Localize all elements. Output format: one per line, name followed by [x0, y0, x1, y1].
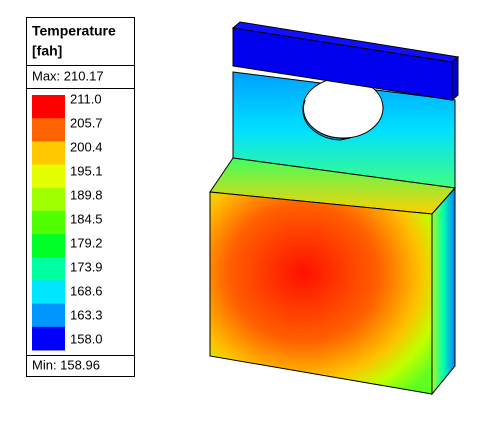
level-label: 205.7 — [70, 115, 103, 130]
level-label: 163.3 — [70, 307, 103, 322]
legend-title: Temperature — [32, 23, 116, 39]
color-bar: 211.0 205.7 200.4 195.1 189.8 184.5 179.2 173.9… — [32, 91, 103, 351]
level-label: 158.0 — [70, 331, 103, 346]
color-band — [32, 234, 65, 258]
color-band — [32, 303, 65, 328]
level-label: 168.6 — [70, 283, 103, 298]
legend: Temperature [fah] Max: 210.17 211.0 205.7… — [26, 17, 135, 377]
level-label: 184.5 — [70, 211, 103, 226]
color-band — [32, 164, 65, 189]
legend-unit: [fah] — [32, 43, 62, 59]
level-label: 179.2 — [70, 235, 103, 250]
color-band — [32, 95, 65, 119]
level-label: 195.1 — [70, 163, 103, 178]
color-band — [32, 141, 65, 166]
color-band — [32, 118, 65, 142]
legend-min: Min: 158.96 — [32, 357, 100, 372]
model — [209, 21, 460, 396]
box-side — [431, 186, 456, 396]
level-label: 200.4 — [70, 139, 103, 154]
top-bar-side — [451, 55, 459, 102]
level-label: 173.9 — [70, 259, 103, 274]
hole-wall — [302, 99, 351, 141]
color-band — [32, 280, 65, 305]
color-band — [32, 326, 65, 351]
color-band — [32, 210, 65, 235]
level-label: 211.0 — [70, 91, 102, 106]
legend-max: Max: 210.17 — [32, 68, 104, 83]
box-front — [209, 191, 433, 395]
color-band — [32, 257, 65, 281]
color-band — [32, 187, 65, 212]
level-label: 189.8 — [70, 187, 103, 202]
